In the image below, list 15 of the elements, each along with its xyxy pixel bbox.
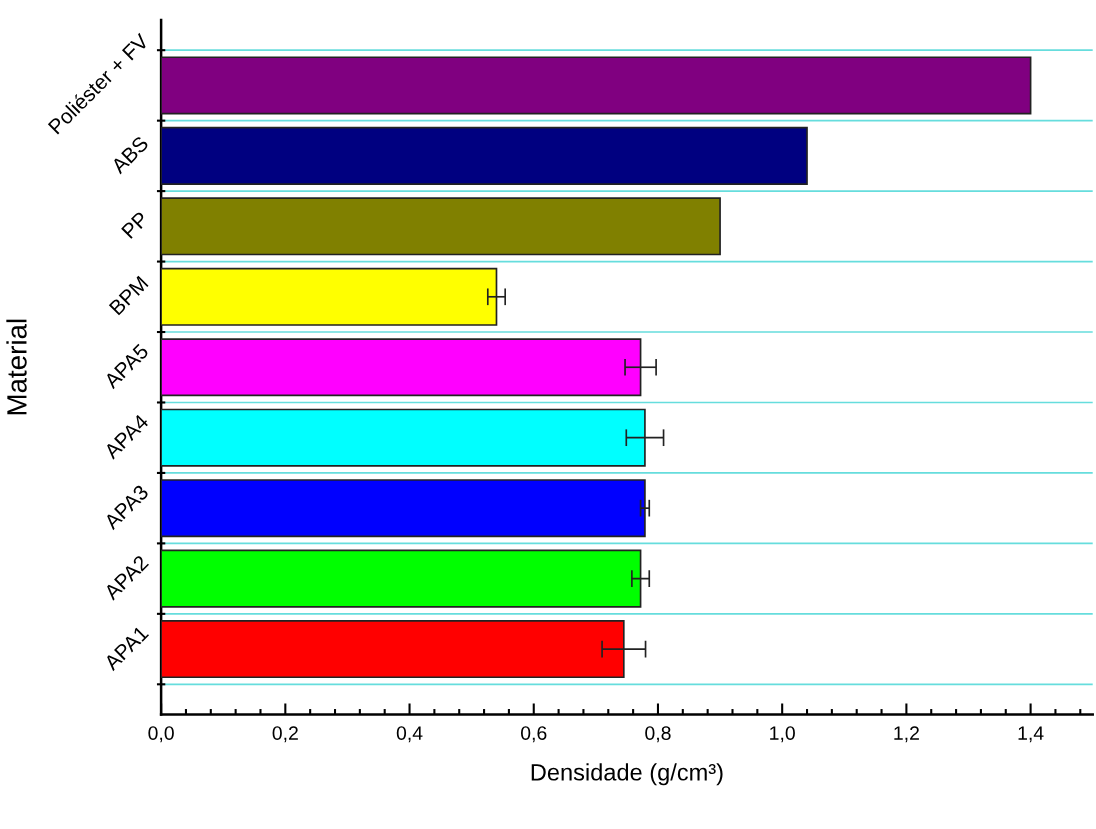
bar [161,479,646,538]
x-tick-label: 1,0 [770,726,795,743]
x-tick-label: 0,8 [645,726,671,743]
y-tick-label: PP [121,210,149,239]
bar [161,197,721,256]
x-tick-label: 1,4 [1018,726,1044,743]
bar [161,126,808,185]
x-tick-label: 0,6 [521,726,547,743]
x-tick-label: 0,2 [272,726,298,743]
x-tick-label: 0,4 [396,726,423,743]
x-tick-label: 1,2 [894,726,919,743]
bar [161,56,1032,115]
y-axis-title: Material [6,319,27,415]
x-tick-label: 0,0 [148,726,174,743]
x-axis-title: Densidade (g/cm³) [531,763,723,786]
